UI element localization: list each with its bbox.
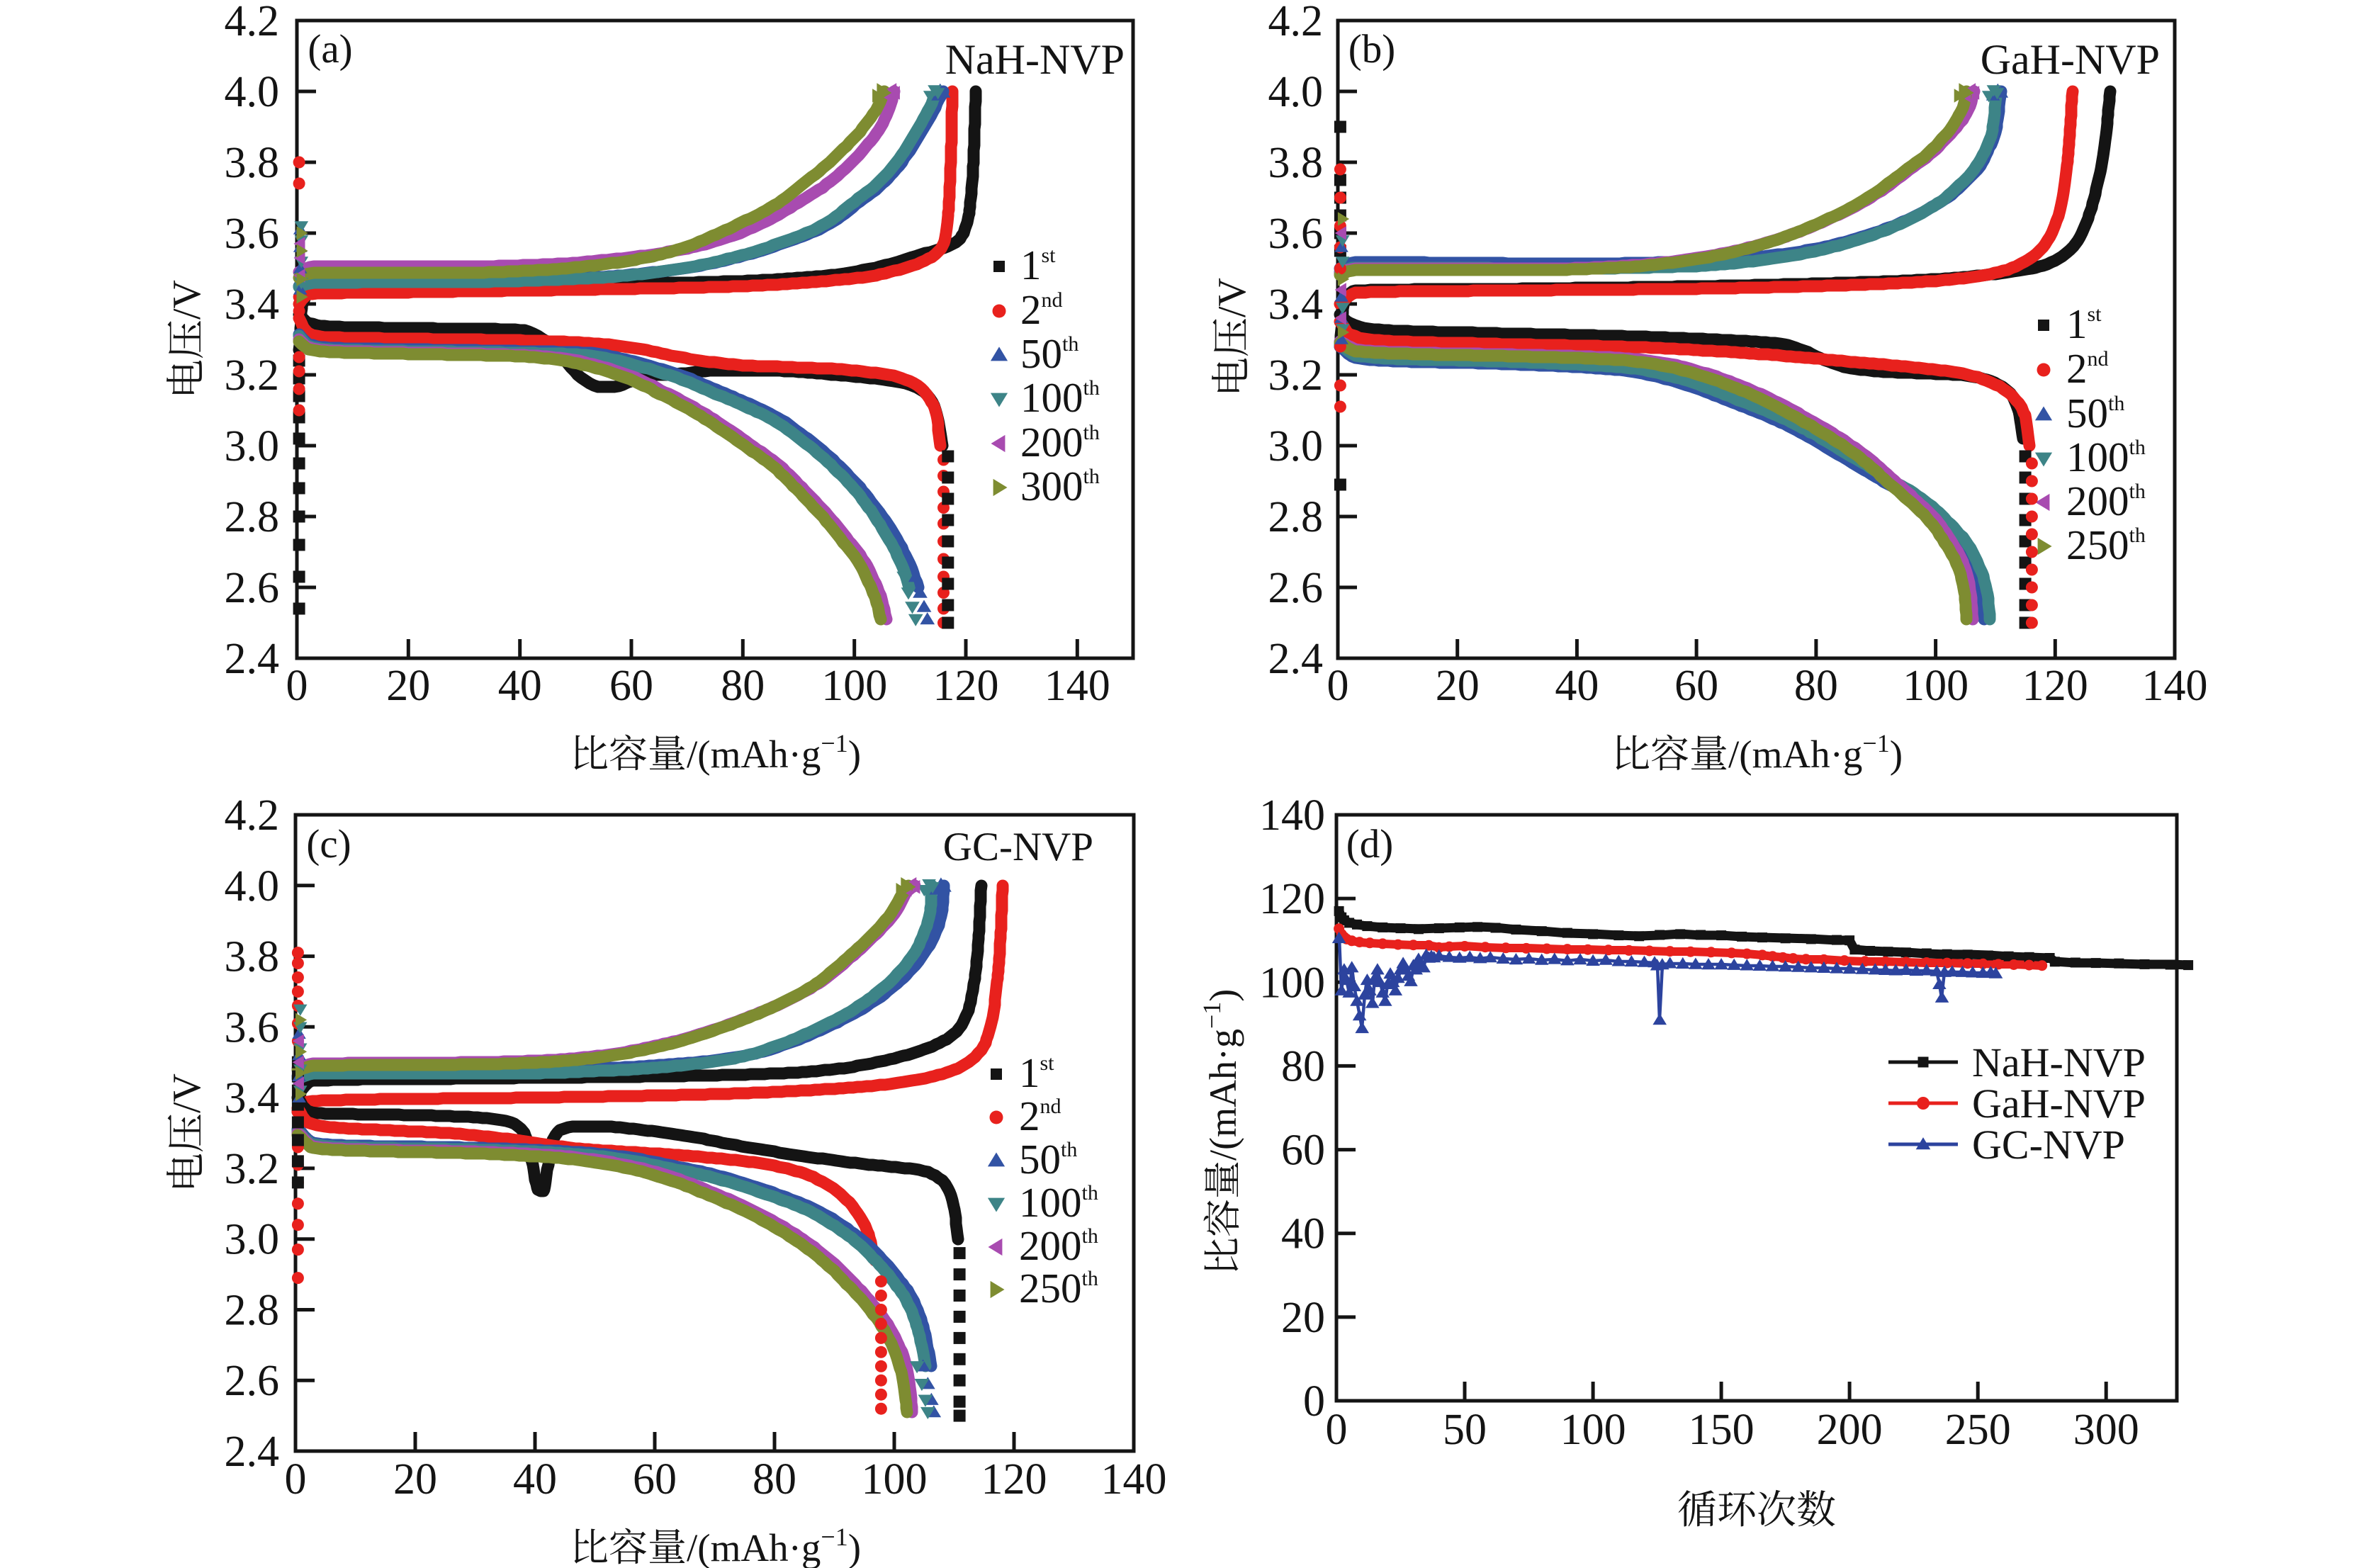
svg-text:0: 0: [1326, 1406, 1348, 1454]
svg-text:20: 20: [1436, 662, 1480, 710]
svg-text:GC-NVP: GC-NVP: [1972, 1122, 2125, 1168]
svg-text:80: 80: [753, 1455, 796, 1504]
svg-text:(a): (a): [308, 27, 352, 72]
svg-text:3.6: 3.6: [225, 1003, 280, 1051]
svg-text:100: 100: [1259, 959, 1325, 1007]
svg-text:/V: /V: [165, 1073, 209, 1113]
svg-text:/(mAh·g−1): /(mAh·g−1): [687, 1523, 861, 1568]
svg-text:(d): (d): [1346, 822, 1393, 867]
svg-text:60: 60: [609, 662, 653, 710]
svg-text:/V: /V: [1210, 278, 1254, 317]
svg-text:3.8: 3.8: [225, 933, 280, 981]
svg-text:3.4: 3.4: [225, 1074, 280, 1122]
svg-text:120: 120: [1259, 875, 1325, 923]
svg-text:2.4: 2.4: [1268, 635, 1324, 683]
svg-text:(b): (b): [1348, 27, 1395, 72]
svg-text:3.0: 3.0: [225, 422, 280, 470]
svg-text:2.8: 2.8: [225, 493, 280, 541]
svg-text:4.2: 4.2: [225, 791, 280, 840]
svg-text:200: 200: [1817, 1406, 1883, 1454]
svg-text:40: 40: [513, 1455, 557, 1504]
svg-text:4.2: 4.2: [1268, 0, 1324, 45]
svg-text:40: 40: [1555, 662, 1599, 710]
svg-text:4.0: 4.0: [1268, 68, 1324, 116]
svg-text:100: 100: [1560, 1406, 1626, 1454]
svg-text:3.6: 3.6: [1268, 210, 1324, 258]
svg-text:120: 120: [981, 1455, 1047, 1504]
svg-text:20: 20: [1281, 1294, 1325, 1342]
svg-text:2.6: 2.6: [225, 564, 280, 612]
svg-text:3.2: 3.2: [225, 351, 280, 400]
svg-text:100: 100: [862, 1455, 928, 1504]
svg-text:120: 120: [933, 662, 999, 710]
svg-text:80: 80: [721, 662, 765, 710]
svg-text:3.0: 3.0: [1268, 422, 1324, 470]
svg-text:GaH-NVP: GaH-NVP: [1981, 36, 2160, 83]
svg-text:2.4: 2.4: [225, 1428, 280, 1476]
svg-text:3.2: 3.2: [225, 1145, 280, 1193]
svg-text:60: 60: [1674, 662, 1718, 710]
svg-text:2.6: 2.6: [225, 1357, 280, 1405]
svg-text:300: 300: [2073, 1406, 2139, 1454]
svg-text:0: 0: [286, 662, 308, 710]
svg-text:4.0: 4.0: [225, 862, 280, 910]
svg-text:20: 20: [393, 1455, 437, 1504]
svg-text:2.8: 2.8: [225, 1287, 280, 1335]
svg-text:3.4: 3.4: [225, 281, 280, 329]
svg-text:2.6: 2.6: [1268, 564, 1324, 612]
svg-text:250: 250: [1945, 1406, 2011, 1454]
svg-text:80: 80: [1281, 1042, 1325, 1090]
svg-text:80: 80: [1794, 662, 1838, 710]
svg-text:200th: 200th: [2066, 478, 2146, 524]
svg-text:150: 150: [1689, 1406, 1755, 1454]
svg-text:140: 140: [1259, 791, 1325, 840]
svg-text:3.8: 3.8: [225, 139, 280, 187]
svg-text:140: 140: [2142, 662, 2208, 710]
svg-text:140: 140: [1101, 1455, 1167, 1504]
svg-text:0: 0: [1327, 662, 1349, 710]
svg-text:60: 60: [633, 1455, 677, 1504]
svg-text:100: 100: [821, 662, 887, 710]
svg-text:3.4: 3.4: [1268, 281, 1324, 329]
svg-text:/(mAh·g−1): /(mAh·g−1): [1198, 989, 1244, 1161]
svg-text:3.6: 3.6: [225, 210, 280, 258]
svg-text:1st: 1st: [1020, 242, 1056, 288]
svg-text:0: 0: [285, 1455, 307, 1504]
svg-text:NaH-NVP: NaH-NVP: [1972, 1039, 2146, 1085]
svg-text:3.0: 3.0: [225, 1216, 280, 1264]
svg-text:NaH-NVP: NaH-NVP: [945, 36, 1125, 83]
svg-text:3.8: 3.8: [1268, 139, 1324, 187]
svg-text:4.2: 4.2: [225, 0, 280, 45]
svg-text:2.8: 2.8: [1268, 493, 1324, 541]
svg-text:0: 0: [1303, 1377, 1325, 1426]
svg-text:60: 60: [1281, 1127, 1325, 1175]
svg-text:4.0: 4.0: [225, 68, 280, 116]
svg-text:2.4: 2.4: [225, 635, 280, 683]
svg-text:GC-NVP: GC-NVP: [943, 825, 1093, 869]
svg-text:3.2: 3.2: [1268, 351, 1324, 400]
svg-text:140: 140: [1044, 662, 1110, 710]
svg-text:20: 20: [386, 662, 430, 710]
svg-text:40: 40: [498, 662, 542, 710]
svg-text:/V: /V: [165, 280, 209, 320]
svg-text:100: 100: [1903, 662, 1969, 710]
svg-text:GaH-NVP: GaH-NVP: [1972, 1081, 2146, 1127]
svg-text:40: 40: [1281, 1210, 1325, 1258]
svg-text:(c): (c): [306, 822, 351, 867]
svg-text:50: 50: [1443, 1406, 1487, 1454]
svg-text:120: 120: [2022, 662, 2088, 710]
